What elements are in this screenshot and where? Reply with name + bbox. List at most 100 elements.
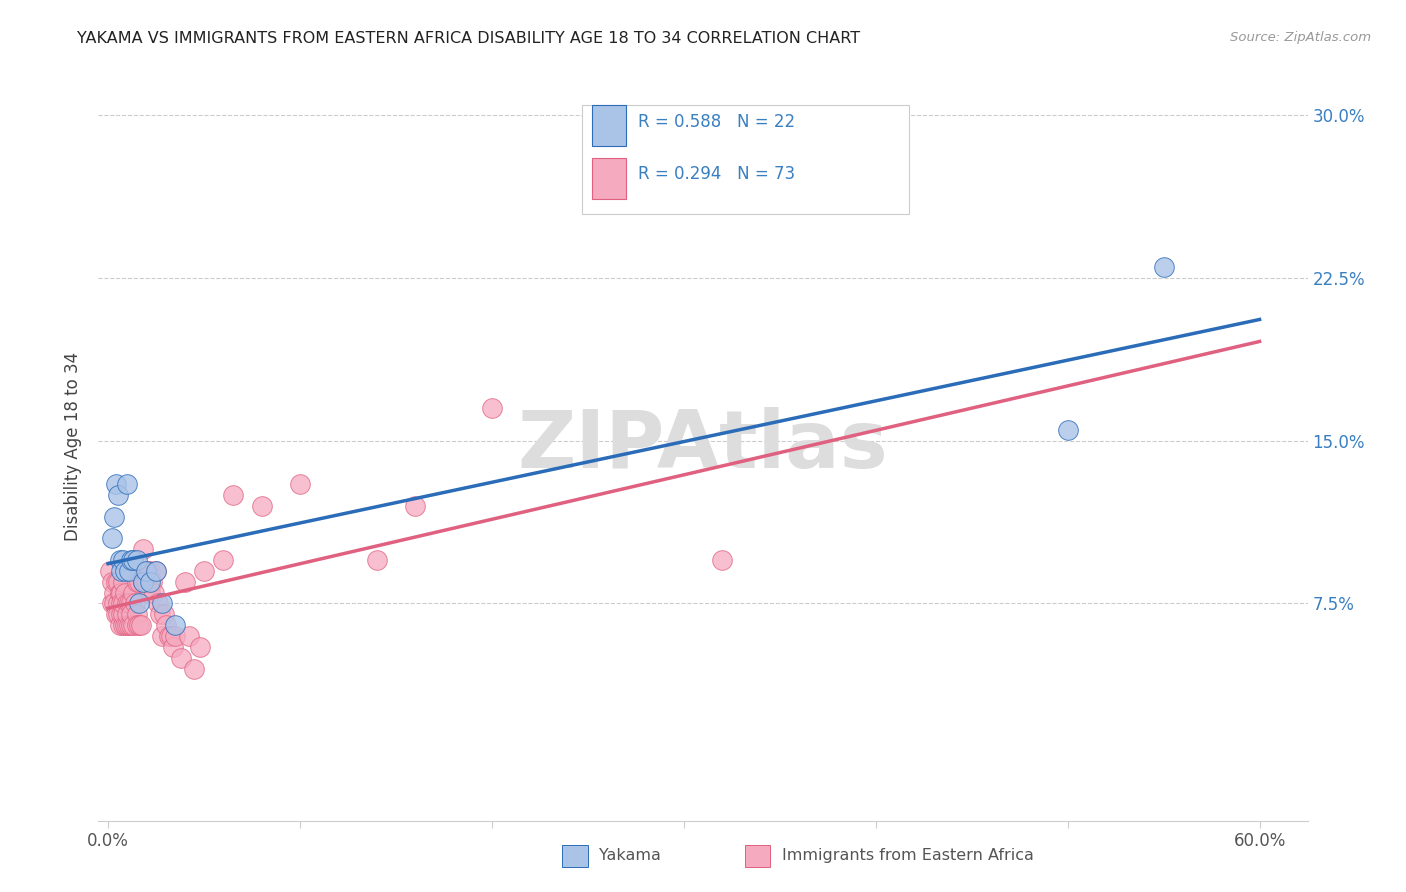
Point [143, 585, 166, 599]
Point [120, 607, 142, 622]
Point [139, 574, 162, 589]
Point [222, 488, 245, 502]
FancyBboxPatch shape [582, 105, 908, 214]
Point [112, 607, 135, 622]
Point [128, 618, 150, 632]
Point [103, 509, 125, 524]
Point [170, 650, 193, 665]
Point [125, 618, 148, 632]
Point [101, 574, 124, 589]
Point [114, 618, 136, 632]
Point [193, 564, 215, 578]
Point [162, 640, 184, 654]
Point [366, 553, 388, 567]
Point [139, 564, 162, 578]
Point [104, 477, 127, 491]
Point [125, 553, 148, 567]
Point [128, 574, 150, 589]
Point [124, 564, 146, 578]
Point [129, 618, 152, 632]
Point [183, 662, 205, 676]
Point [177, 629, 200, 643]
Point [107, 488, 129, 502]
Point [124, 597, 146, 611]
Point [122, 618, 145, 632]
Point [114, 564, 136, 578]
Point [131, 574, 153, 589]
Point [120, 597, 142, 611]
Point [112, 553, 135, 567]
Point [98, 564, 121, 578]
Point [110, 597, 132, 611]
Point [108, 618, 131, 632]
Point [188, 640, 211, 654]
Point [110, 564, 132, 578]
Text: Immigrants from Eastern Africa: Immigrants from Eastern Africa [782, 848, 1033, 863]
Point [711, 553, 734, 567]
Point [112, 597, 135, 611]
Point [115, 607, 138, 622]
Bar [592, 105, 626, 146]
Point [118, 597, 141, 611]
Point [145, 564, 167, 578]
Point [107, 607, 129, 622]
Y-axis label: Disability Age 18 to 34: Disability Age 18 to 34 [65, 351, 83, 541]
Point [155, 618, 177, 632]
Point [108, 585, 131, 599]
Point [103, 585, 125, 599]
Point [118, 618, 141, 632]
Point [115, 597, 138, 611]
Point [135, 564, 157, 578]
Point [481, 401, 503, 415]
Point [120, 618, 142, 632]
Point [165, 618, 187, 632]
Point [110, 585, 132, 599]
Point [131, 542, 153, 557]
Point [112, 618, 135, 632]
Point [118, 564, 141, 578]
Point [125, 574, 148, 589]
Point [173, 574, 195, 589]
Point [128, 597, 150, 611]
Bar [592, 158, 626, 199]
Point [103, 597, 125, 611]
Point [146, 597, 169, 611]
Point [107, 597, 129, 611]
Text: R = 0.294   N = 73: R = 0.294 N = 73 [638, 165, 794, 183]
Point [122, 553, 145, 567]
Point [141, 574, 163, 589]
Point [1153, 260, 1175, 274]
Point [114, 585, 136, 599]
Point [131, 574, 153, 589]
Point [135, 564, 157, 578]
Point [159, 629, 181, 643]
Point [104, 607, 127, 622]
Point [250, 499, 273, 513]
Point [160, 629, 183, 643]
Point [404, 499, 426, 513]
Point [101, 531, 124, 545]
Point [115, 618, 138, 632]
Point [150, 597, 173, 611]
Point [212, 553, 235, 567]
Point [101, 597, 124, 611]
Point [122, 585, 145, 599]
Point [115, 477, 138, 491]
Point [110, 607, 132, 622]
Point [165, 629, 187, 643]
Point [1056, 423, 1078, 437]
Point [125, 607, 148, 622]
Point [136, 564, 159, 578]
Text: YAKAMA VS IMMIGRANTS FROM EASTERN AFRICA DISABILITY AGE 18 TO 34 CORRELATION CHA: YAKAMA VS IMMIGRANTS FROM EASTERN AFRICA… [77, 31, 860, 46]
Point [145, 564, 167, 578]
Point [149, 607, 172, 622]
Point [104, 574, 127, 589]
Point [107, 574, 129, 589]
Point [288, 477, 311, 491]
Point [150, 629, 173, 643]
Text: Source: ZipAtlas.com: Source: ZipAtlas.com [1230, 31, 1371, 45]
Point [112, 574, 135, 589]
Point [135, 574, 157, 589]
Point [139, 585, 162, 599]
Text: R = 0.588   N = 22: R = 0.588 N = 22 [638, 112, 794, 130]
